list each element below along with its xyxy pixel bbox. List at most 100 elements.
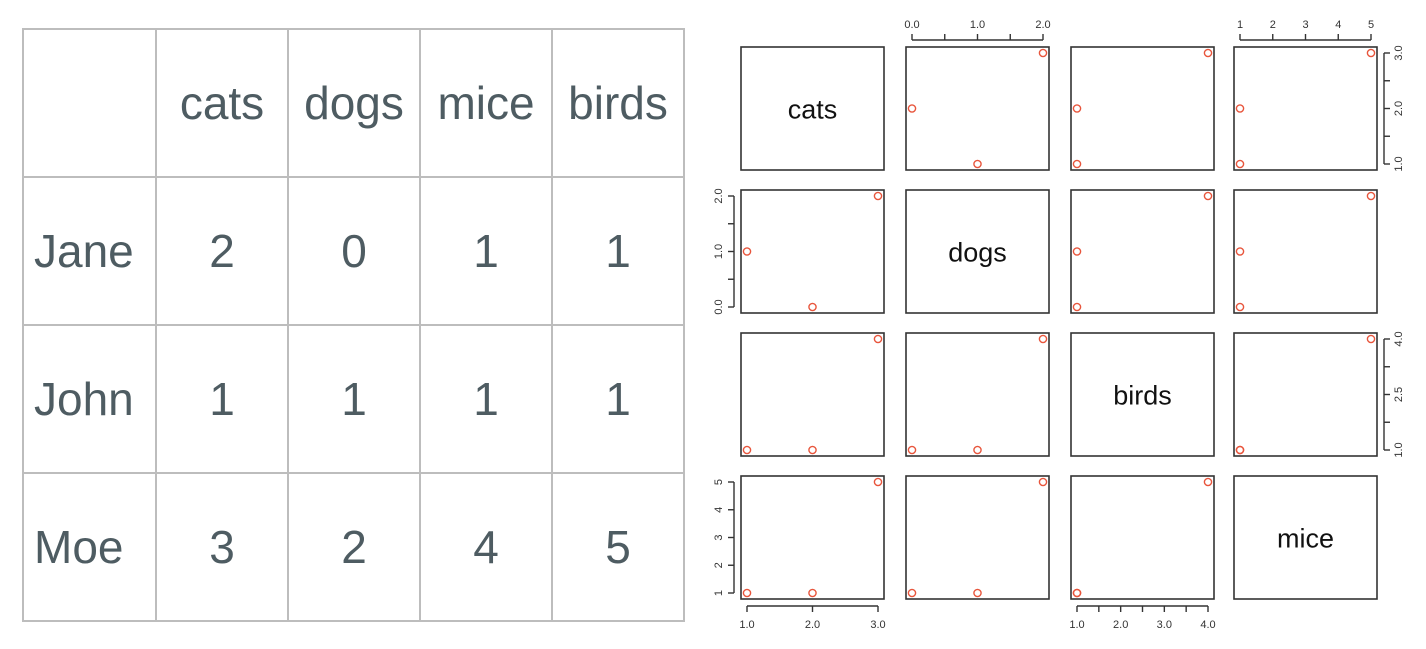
table-cell: 1: [155, 324, 289, 474]
right-axis-tick-label-cats: 2.0: [1393, 101, 1405, 116]
data-point-dogs-cats: [973, 159, 982, 169]
panel-mice-vs-dogs: [905, 475, 1050, 600]
panel-cats-vs-mice: [1233, 46, 1378, 171]
column-header-mice: mice: [419, 28, 553, 178]
bottom-axis-tick-label-birds: 3.0: [1157, 619, 1172, 631]
bottom-axis-tick-label-cats: 3.0: [870, 619, 885, 631]
bottom-axis-tick-label-birds: 4.0: [1200, 619, 1215, 631]
pet-count-table-wrap: cats dogs mice birds Jane 2 0 1 1 John 1…: [22, 28, 685, 622]
top-axis-tick-label-dogs: 1.0: [970, 19, 985, 31]
right-axis-tick-label-cats: 3.0: [1393, 45, 1405, 60]
data-point-birds-dogs: [1072, 247, 1082, 256]
data-point-cats-birds: [742, 445, 752, 455]
bottom-axis-tick-label-cats: 2.0: [805, 619, 820, 631]
data-point-mice-dogs: [1235, 247, 1245, 256]
left-axis-tick-label-mice: 4: [713, 507, 725, 513]
table-cell: 4: [419, 472, 553, 622]
panel-cats-vs-birds: [1070, 46, 1215, 171]
data-point-mice-cats: [1235, 104, 1245, 113]
data-point-cats-mice: [742, 588, 752, 598]
data-point-mice-cats: [1366, 48, 1376, 58]
table-cell: 1: [551, 324, 685, 474]
left-axis-tick-label-mice: 1: [713, 590, 725, 596]
data-point-cats-dogs: [808, 302, 817, 312]
data-point-mice-dogs: [1235, 302, 1245, 312]
table-cell: 1: [551, 176, 685, 326]
table-row: Jane 2 0 1 1: [22, 176, 685, 326]
bottom-axis-tick-label-birds: 2.0: [1113, 619, 1128, 631]
table-header-row: cats dogs mice birds: [22, 28, 685, 178]
corner-header-cell: [22, 28, 157, 178]
data-point-birds-cats: [1072, 104, 1082, 113]
data-point-dogs-mice: [1038, 477, 1048, 487]
data-point-cats-mice: [808, 588, 817, 598]
data-point-dogs-cats: [907, 104, 917, 113]
data-point-birds-cats: [1072, 159, 1082, 169]
panel-mice-vs-cats: [740, 475, 885, 600]
row-header-john: John: [22, 324, 157, 474]
data-point-cats-mice: [873, 477, 883, 487]
panel-birds-vs-birds: [1070, 332, 1215, 457]
diagonal-label-mice: mice: [1277, 524, 1334, 554]
row-header-moe: Moe: [22, 472, 157, 622]
data-point-birds-dogs: [1072, 302, 1082, 312]
panel-dogs-vs-dogs: [905, 189, 1050, 314]
table-row: Moe 3 2 4 5: [22, 472, 685, 622]
panel-mice-vs-mice: [1233, 475, 1378, 600]
data-point-mice-birds: [1366, 334, 1376, 344]
column-header-cats: cats: [155, 28, 289, 178]
diagonal-label-cats: cats: [788, 95, 838, 125]
right-axis-tick-label-birds: 4.0: [1393, 331, 1405, 346]
left-axis-tick-label-mice: 2: [713, 562, 725, 568]
pet-count-table: cats dogs mice birds Jane 2 0 1 1 John 1…: [22, 28, 685, 622]
panel-cats-vs-cats: [740, 46, 885, 171]
table-cell: 2: [287, 472, 421, 622]
table-cell: 1: [419, 324, 553, 474]
table-cell: 2: [155, 176, 289, 326]
left-axis-tick-label-dogs: 1.0: [713, 244, 725, 259]
panel-birds-vs-cats: [740, 332, 885, 457]
top-axis-tick-label-mice: 4: [1335, 19, 1341, 31]
left-axis-tick-label-dogs: 0.0: [713, 299, 725, 314]
panel-birds-vs-dogs: [905, 332, 1050, 457]
right-axis-tick-label-cats: 1.0: [1393, 156, 1405, 171]
data-point-dogs-birds: [1038, 334, 1048, 344]
column-header-birds: birds: [551, 28, 685, 178]
column-header-dogs: dogs: [287, 28, 421, 178]
panel-dogs-vs-cats: [740, 189, 885, 314]
diagonal-label-birds: birds: [1113, 381, 1172, 411]
panel-birds-vs-mice: [1233, 332, 1378, 457]
data-point-dogs-mice: [907, 588, 917, 598]
data-point-mice-cats: [1235, 159, 1245, 169]
data-point-cats-birds: [873, 334, 883, 344]
data-point-birds-mice: [1072, 588, 1082, 598]
scatterplot-matrix: cats dogs birds mice 0.0 1.0 2.0 1 2 3 4 5 1.0 2.0 3.0…: [713, 19, 1405, 631]
left-axis-tick-label-mice: 3: [713, 534, 725, 540]
left-axis-tick-label-mice: 5: [713, 479, 725, 485]
data-point-mice-birds: [1235, 445, 1245, 455]
bottom-axis-tick-label-birds: 1.0: [1069, 619, 1084, 631]
table-cell: 1: [419, 176, 553, 326]
panel-dogs-vs-birds: [1070, 189, 1215, 314]
top-axis-tick-label-mice: 5: [1368, 19, 1374, 31]
top-axis-tick-label-dogs: 0.0: [904, 19, 919, 31]
panel-cats-vs-dogs: [905, 46, 1050, 171]
data-point-birds-cats: [1203, 48, 1213, 58]
top-axis-tick-label-mice: 3: [1302, 19, 1308, 31]
table-cell: 0: [287, 176, 421, 326]
data-point-cats-dogs: [742, 247, 752, 256]
top-axis-tick-label-dogs: 2.0: [1035, 19, 1050, 31]
right-axis-tick-label-birds: 2.5: [1393, 387, 1405, 402]
diagonal-label-dogs: dogs: [948, 238, 1007, 268]
top-axis-tick-label-mice: 2: [1270, 19, 1276, 31]
data-point-cats-birds: [808, 445, 817, 455]
data-point-dogs-birds: [907, 445, 917, 455]
panel-dogs-vs-mice: [1233, 189, 1378, 314]
row-header-jane: Jane: [22, 176, 157, 326]
left-axis-tick-label-dogs: 2.0: [713, 188, 725, 203]
panel-mice-vs-birds: [1070, 475, 1215, 600]
top-axis-tick-label-mice: 1: [1237, 19, 1243, 31]
data-point-mice-dogs: [1366, 191, 1376, 201]
bottom-axis-tick-label-cats: 1.0: [739, 619, 754, 631]
table-cell: 3: [155, 472, 289, 622]
